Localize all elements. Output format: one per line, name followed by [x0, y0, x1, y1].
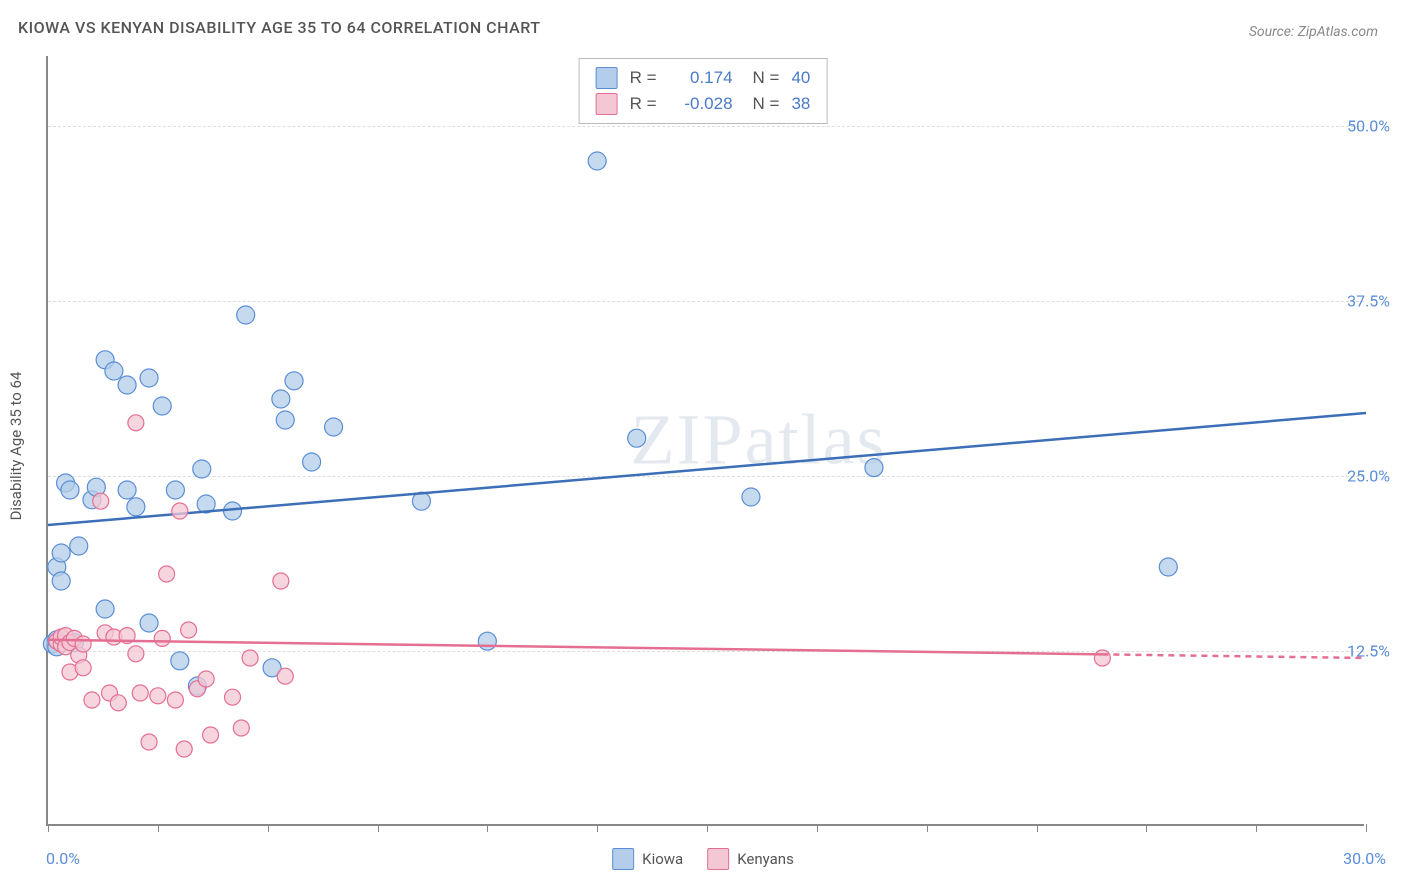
data-point — [128, 646, 144, 662]
x-tick — [158, 824, 159, 832]
x-axis-min-label: 0.0% — [46, 849, 80, 868]
data-point — [276, 411, 294, 429]
trend-line — [48, 413, 1366, 525]
data-point — [93, 493, 109, 509]
n-label: N = — [753, 68, 780, 88]
data-point — [128, 415, 144, 431]
data-point — [233, 720, 249, 736]
r-value: -0.028 — [669, 94, 733, 114]
source-label: Source: ZipAtlas.com — [1249, 24, 1378, 40]
legend-item: Kenyans — [707, 848, 794, 870]
x-tick — [378, 824, 379, 832]
data-point — [75, 660, 91, 676]
data-point — [176, 741, 192, 757]
x-tick — [817, 824, 818, 832]
y-tick-label: 50.0% — [1347, 117, 1390, 136]
data-point — [742, 488, 760, 506]
stats-row: R = 0.174 N = 40 — [596, 65, 811, 91]
data-point — [118, 376, 136, 394]
y-tick-label: 12.5% — [1347, 642, 1390, 661]
x-tick — [268, 824, 269, 832]
data-point — [203, 727, 219, 743]
data-point — [1094, 650, 1110, 666]
data-point — [181, 622, 197, 638]
x-tick — [597, 824, 598, 832]
x-tick — [707, 824, 708, 832]
scatter-plot-svg — [48, 56, 1364, 824]
x-tick — [48, 824, 49, 832]
data-point — [172, 503, 188, 519]
data-point — [272, 390, 290, 408]
data-point — [118, 481, 136, 499]
stats-legend-box: R = 0.174 N = 40 R = -0.028 N = 38 — [579, 58, 828, 124]
data-point — [153, 397, 171, 415]
data-point — [273, 573, 289, 589]
data-point — [154, 630, 170, 646]
data-point — [105, 362, 123, 380]
data-point — [52, 572, 70, 590]
data-point — [167, 692, 183, 708]
n-value: 40 — [791, 68, 810, 88]
data-point — [478, 632, 496, 650]
data-point — [96, 600, 114, 618]
n-value: 38 — [791, 94, 810, 114]
x-tick — [1366, 824, 1367, 832]
data-point — [193, 460, 211, 478]
data-point — [52, 544, 70, 562]
data-point — [140, 369, 158, 387]
data-point — [588, 152, 606, 170]
plot-area: ZIPatlas — [46, 56, 1364, 826]
bottom-legend: Kiowa Kenyans — [612, 848, 794, 870]
data-point — [141, 734, 157, 750]
data-point — [1159, 558, 1177, 576]
legend-item: Kiowa — [612, 848, 683, 870]
data-point — [303, 453, 321, 471]
data-point — [237, 306, 255, 324]
x-tick — [927, 824, 928, 832]
x-tick — [1037, 824, 1038, 832]
data-point — [127, 498, 145, 516]
legend-label: Kiowa — [642, 850, 683, 868]
data-point — [159, 566, 175, 582]
legend-label: Kenyans — [737, 850, 794, 868]
legend-swatch — [596, 67, 618, 89]
data-point — [325, 418, 343, 436]
data-point — [150, 688, 166, 704]
trend-line — [48, 640, 1102, 655]
chart-title: KIOWA VS KENYAN DISABILITY AGE 35 TO 64 … — [18, 18, 541, 37]
data-point — [75, 636, 91, 652]
x-tick — [1256, 824, 1257, 832]
data-point — [132, 685, 148, 701]
legend-swatch — [707, 848, 729, 870]
data-point — [242, 650, 258, 666]
legend-swatch — [596, 93, 618, 115]
data-point — [70, 537, 88, 555]
data-point — [61, 481, 79, 499]
data-point — [628, 429, 646, 447]
x-tick — [487, 824, 488, 832]
data-point — [277, 668, 293, 684]
n-label: N = — [753, 94, 780, 114]
data-point — [225, 689, 241, 705]
x-axis-max-label: 30.0% — [1343, 849, 1386, 868]
data-point — [865, 459, 883, 477]
chart-container: KIOWA VS KENYAN DISABILITY AGE 35 TO 64 … — [0, 0, 1406, 892]
stats-row: R = -0.028 N = 38 — [596, 91, 811, 117]
r-value: 0.174 — [669, 68, 733, 88]
y-tick-label: 25.0% — [1347, 467, 1390, 486]
data-point — [198, 671, 214, 687]
data-point — [171, 652, 189, 670]
x-tick — [1146, 824, 1147, 832]
r-label: R = — [630, 94, 657, 114]
data-point — [140, 614, 158, 632]
data-point — [84, 692, 100, 708]
data-point — [110, 695, 126, 711]
y-axis-label: Disability Age 35 to 64 — [7, 372, 25, 521]
r-label: R = — [630, 68, 657, 88]
data-point — [166, 481, 184, 499]
y-tick-label: 37.5% — [1347, 292, 1390, 311]
trend-line-dashed — [1102, 654, 1366, 658]
data-point — [285, 372, 303, 390]
legend-swatch — [612, 848, 634, 870]
